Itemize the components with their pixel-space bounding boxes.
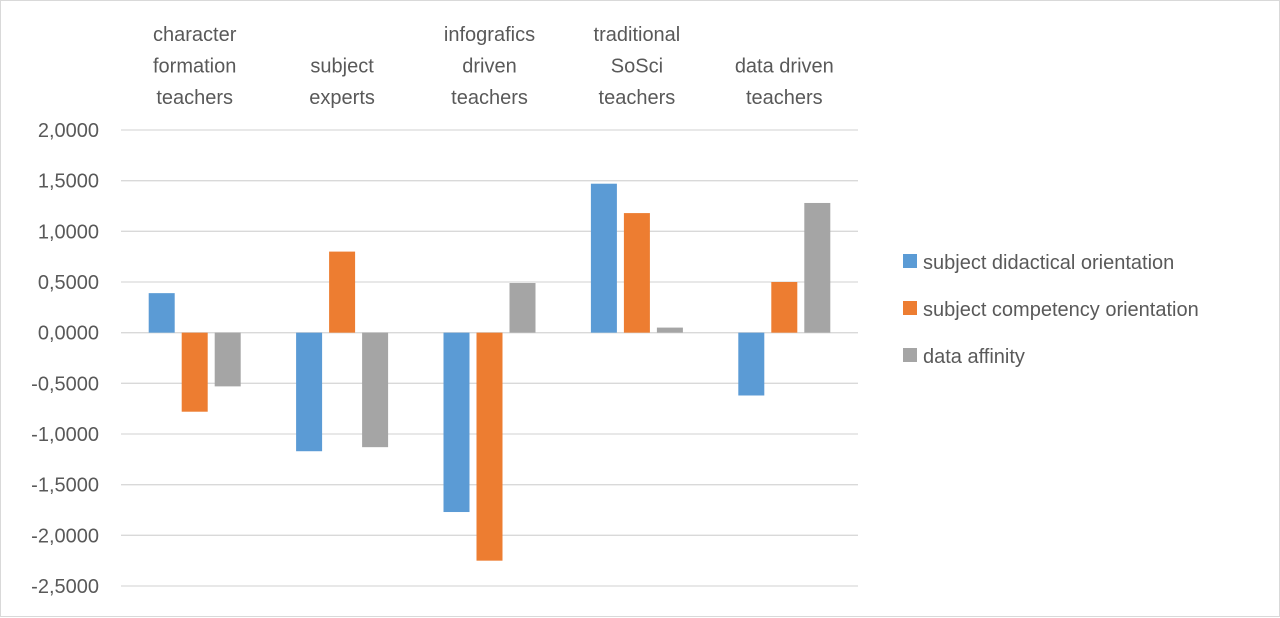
y-axis-tick-labels: 2,0000 1,5000 1,0000 0,5000 0,0000 -0,5000 -1,… bbox=[31, 120, 99, 598]
legend-swatch bbox=[903, 254, 917, 268]
category-label: driven bbox=[462, 56, 516, 78]
category-label: infografics bbox=[444, 24, 535, 46]
legend-label: subject didactical orientation bbox=[923, 252, 1174, 274]
y-tick-label: -1,5000 bbox=[31, 475, 99, 497]
category-labels: character formation teachers subject experts… bbox=[153, 24, 834, 109]
category-label: character bbox=[153, 24, 237, 46]
bar-subject-didactical-orientation-2 bbox=[443, 332, 470, 513]
category-label: teachers bbox=[746, 87, 823, 109]
bar-data-affinity-0 bbox=[214, 332, 241, 387]
category-label: teachers bbox=[599, 87, 676, 109]
bar-subject-competency-orientation-2 bbox=[476, 332, 503, 561]
bar-data-affinity-3 bbox=[656, 327, 683, 333]
y-tick-label: -1,0000 bbox=[31, 424, 99, 446]
bar-subject-didactical-orientation-0 bbox=[148, 293, 175, 333]
bar-subject-competency-orientation-1 bbox=[329, 251, 356, 333]
bar-subject-competency-orientation-0 bbox=[181, 332, 208, 412]
category-label: experts bbox=[309, 87, 375, 109]
y-tick-label: 0,5000 bbox=[38, 272, 99, 294]
bars bbox=[148, 183, 831, 561]
bar-data-affinity-2 bbox=[509, 283, 536, 333]
category-label: formation bbox=[153, 56, 236, 78]
y-tick-label: 1,0000 bbox=[38, 221, 99, 243]
category-label: subject bbox=[310, 56, 374, 78]
bar-data-affinity-4 bbox=[804, 202, 831, 333]
legend: subject didactical orientation subject co… bbox=[903, 252, 1199, 368]
legend-swatch bbox=[903, 301, 917, 315]
bar-subject-competency-orientation-4 bbox=[771, 282, 798, 333]
bar-subject-didactical-orientation-3 bbox=[590, 183, 617, 333]
y-tick-label: 2,0000 bbox=[38, 120, 99, 142]
legend-swatch bbox=[903, 348, 917, 362]
y-tick-label: 0,0000 bbox=[38, 323, 99, 345]
category-label: data driven bbox=[735, 56, 834, 78]
bar-subject-competency-orientation-3 bbox=[623, 213, 650, 333]
bar-data-affinity-1 bbox=[362, 332, 389, 448]
legend-label: subject competency orientation bbox=[923, 299, 1199, 321]
y-tick-label: -0,5000 bbox=[31, 373, 99, 395]
category-label: teachers bbox=[156, 87, 233, 109]
bar-subject-didactical-orientation-4 bbox=[738, 332, 765, 396]
legend-label: data affinity bbox=[923, 346, 1025, 368]
category-label: teachers bbox=[451, 87, 528, 109]
category-label: SoSci bbox=[611, 56, 663, 78]
category-label: traditional bbox=[594, 24, 681, 46]
y-tick-label: -2,5000 bbox=[31, 576, 99, 598]
bar-subject-didactical-orientation-1 bbox=[296, 332, 323, 452]
y-tick-label: -2,0000 bbox=[31, 525, 99, 547]
y-tick-label: 1,5000 bbox=[38, 171, 99, 193]
